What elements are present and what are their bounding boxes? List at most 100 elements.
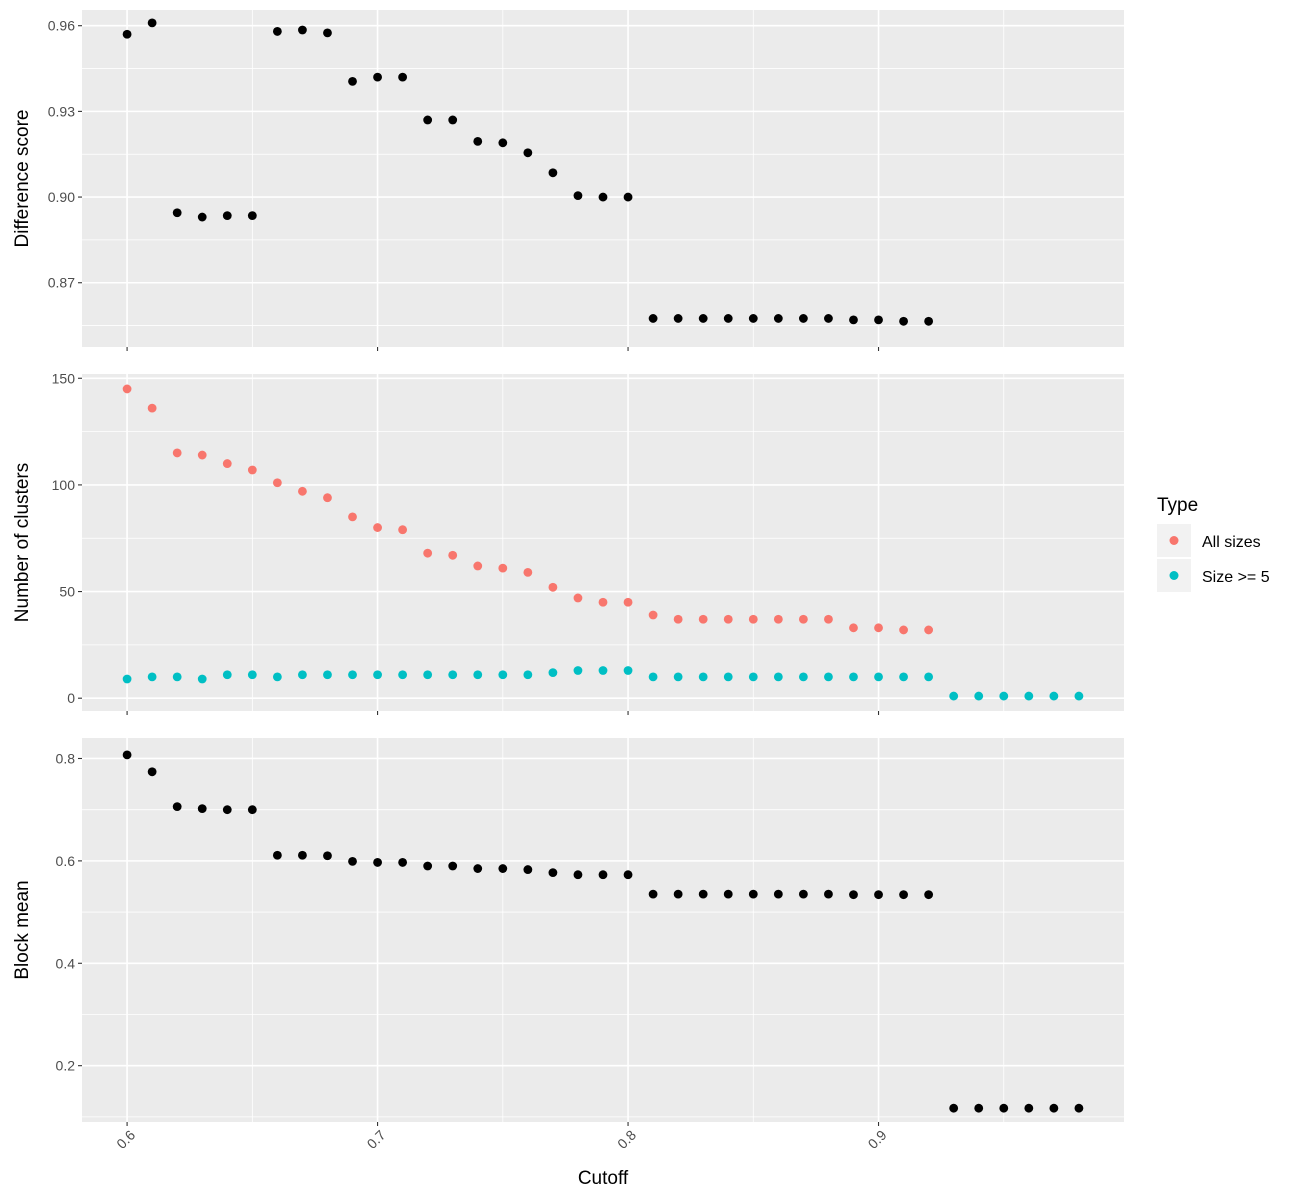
data-point — [448, 115, 458, 125]
data-point — [523, 148, 533, 158]
data-point — [523, 567, 533, 577]
data-point — [949, 1103, 959, 1113]
data-point — [122, 384, 132, 394]
panel-3: 0.2 0.4 0.6 0.8 Block mean — [12, 738, 1124, 1126]
data-point — [974, 691, 984, 701]
data-point — [598, 597, 608, 607]
data-point — [899, 672, 908, 682]
data-point — [1049, 1103, 1059, 1113]
data-point — [999, 691, 1009, 701]
data-point — [548, 168, 558, 178]
data-point — [623, 666, 633, 675]
data-point — [498, 138, 508, 148]
data-point — [448, 670, 458, 680]
data-point — [147, 672, 157, 682]
panels-layer: 0.87 0.90 0.93 0.96 Difference score 0 50 100 15… — [12, 10, 1124, 1126]
data-point — [924, 625, 934, 635]
data-point — [824, 614, 833, 624]
data-point — [323, 493, 332, 503]
data-point — [348, 856, 357, 866]
x-tick-label: 0.9 — [865, 1127, 890, 1152]
legend-dot-size-ge-5 — [1169, 571, 1179, 580]
data-point — [323, 851, 332, 861]
data-point — [523, 670, 533, 680]
data-point — [598, 192, 608, 202]
data-point — [623, 192, 633, 202]
legend: Type All sizes Size >= 5 — [1157, 495, 1270, 592]
data-point — [222, 805, 232, 815]
data-point — [874, 672, 883, 682]
legend-title: Type — [1157, 495, 1198, 516]
panel-background — [82, 738, 1124, 1122]
data-point — [1074, 1103, 1084, 1113]
data-point — [498, 670, 508, 680]
data-point — [197, 674, 207, 684]
data-point — [673, 614, 683, 624]
y-tick-label: 50 — [59, 584, 75, 600]
data-point — [298, 486, 307, 496]
series-1 — [122, 750, 1084, 1113]
data-point — [247, 211, 257, 221]
data-point — [498, 563, 508, 573]
data-point — [899, 625, 908, 635]
data-point — [473, 864, 483, 873]
data-point — [1024, 691, 1034, 701]
data-point — [398, 525, 408, 535]
data-point — [147, 403, 157, 413]
data-point — [798, 614, 808, 624]
data-point — [398, 72, 408, 82]
data-point — [573, 191, 583, 201]
data-point — [773, 614, 783, 624]
legend-label-all-sizes: All sizes — [1202, 534, 1261, 551]
data-point — [924, 672, 934, 682]
data-point — [698, 889, 708, 899]
data-point — [298, 25, 307, 35]
series-1 — [122, 18, 934, 326]
data-point — [222, 670, 232, 680]
data-point — [623, 870, 633, 880]
data-point — [824, 672, 833, 682]
data-point — [698, 614, 708, 624]
y-tick-label: 150 — [52, 370, 76, 386]
data-point — [122, 674, 132, 684]
data-point — [949, 691, 959, 701]
data-point — [723, 889, 733, 899]
data-point — [523, 865, 533, 874]
data-point — [673, 889, 683, 899]
data-point — [373, 670, 382, 680]
data-point — [773, 889, 783, 899]
data-point — [473, 561, 483, 571]
data-point — [598, 666, 608, 675]
data-point — [348, 670, 357, 680]
data-point — [423, 861, 433, 871]
series-1 — [122, 384, 934, 635]
data-point — [824, 314, 833, 323]
data-point — [648, 314, 658, 323]
data-point — [798, 314, 808, 323]
y-tick-label: 0 — [67, 690, 75, 706]
data-point — [824, 889, 833, 899]
data-point — [874, 890, 883, 900]
data-point — [1024, 1103, 1034, 1113]
series-2 — [122, 666, 1084, 701]
data-point — [723, 614, 733, 624]
data-point — [222, 459, 232, 468]
y-tick-label: 0.90 — [48, 189, 75, 205]
data-point — [373, 858, 382, 867]
data-point — [698, 314, 708, 323]
data-point — [448, 861, 458, 871]
data-point — [798, 672, 808, 682]
data-point — [448, 550, 458, 560]
data-point — [147, 767, 157, 777]
data-point — [849, 623, 858, 633]
data-point — [172, 672, 182, 682]
x-axis-title: Cutoff — [578, 1168, 629, 1189]
y-tick-label: 0.8 — [56, 750, 76, 766]
data-point — [122, 29, 132, 39]
data-point — [222, 211, 232, 221]
data-point — [548, 582, 558, 592]
data-point — [147, 18, 157, 28]
data-point — [698, 672, 708, 682]
data-point — [924, 890, 934, 900]
